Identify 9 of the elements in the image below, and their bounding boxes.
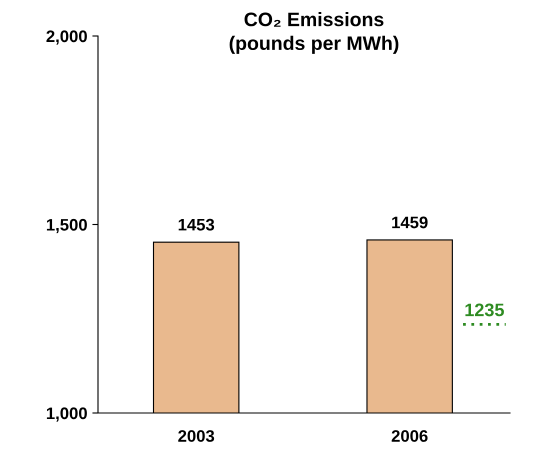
y-tick-label: 1,000 [46,407,87,422]
ref-line-label: 1235 [465,304,504,316]
data-label: 1453 [178,218,214,231]
chart-title: CO₂ Emissions (pounds per MWh) [230,12,398,54]
x-tick-label: 2003 [178,430,214,442]
y-tick-label: 2,000 [46,30,87,45]
y-tick-label: 1,500 [46,218,87,234]
x-tick-label: 2006 [392,430,428,442]
data-label: 1459 [392,216,428,228]
